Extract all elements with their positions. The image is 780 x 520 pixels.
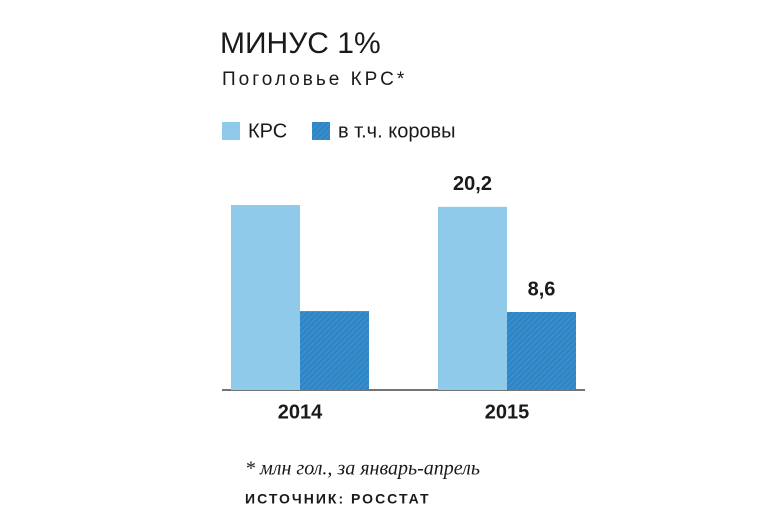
x-tick-label: 2014 bbox=[278, 401, 323, 423]
value-label: 8,6 bbox=[528, 278, 556, 300]
chart-title: МИНУС 1% bbox=[220, 27, 381, 60]
bar bbox=[231, 205, 300, 390]
legend-label: КРС bbox=[248, 120, 287, 142]
legend-swatch bbox=[222, 122, 240, 140]
chart-subtitle: Поголовье КРС* bbox=[222, 69, 407, 90]
x-tick-label: 2015 bbox=[485, 401, 530, 423]
footnote: * млн гол., за январь-апрель bbox=[245, 458, 480, 480]
value-label: 20,2 bbox=[453, 173, 492, 195]
bar-hatch bbox=[300, 311, 369, 390]
source: ИСТОЧНИК: РОССТАТ bbox=[245, 491, 431, 507]
legend-label: в т.ч. коровы bbox=[338, 120, 456, 142]
bar bbox=[438, 206, 507, 390]
legend-swatch-hatch bbox=[312, 122, 330, 140]
bar-hatch bbox=[507, 312, 576, 390]
